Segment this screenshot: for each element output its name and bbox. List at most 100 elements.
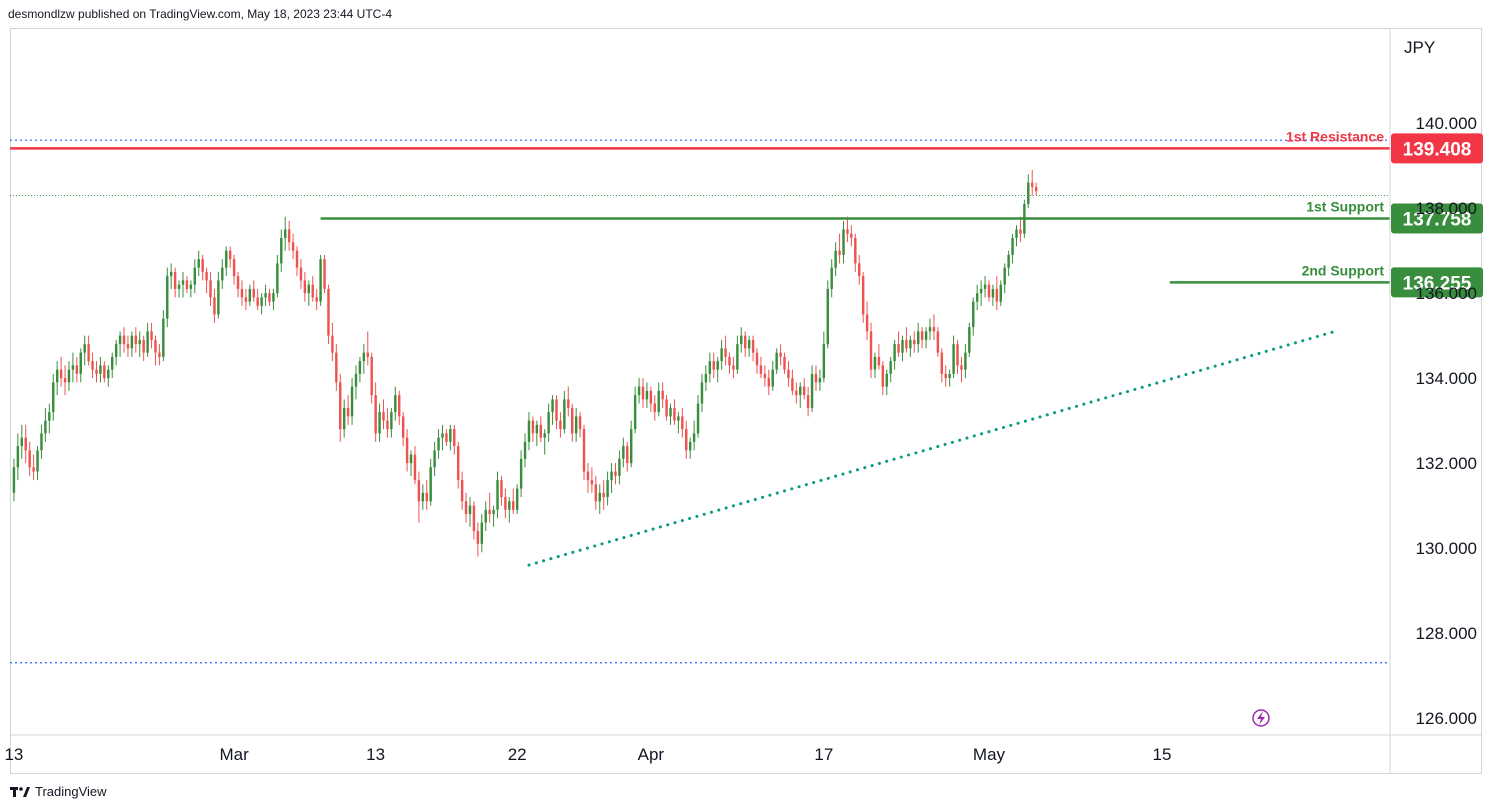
candle: [437, 429, 440, 459]
candle: [606, 471, 609, 506]
candle: [390, 407, 393, 438]
candle: [48, 403, 51, 434]
candle: [515, 484, 519, 515]
candle-body: [952, 344, 955, 374]
candle: [59, 356, 63, 387]
candle: [413, 446, 417, 485]
tradingview-logo-icon[interactable]: [10, 786, 30, 798]
candle: [248, 284, 252, 306]
price-axis: 126.000 128.000 130.000 132.000 134.000 136.0…: [1389, 29, 1477, 774]
candle-body: [496, 480, 499, 510]
level-price-label: 136.255: [1403, 273, 1472, 294]
candle: [991, 284, 995, 306]
candle-body: [185, 280, 189, 289]
candle: [492, 505, 495, 527]
candle: [429, 458, 432, 506]
candle-body: [456, 446, 460, 481]
candle-body: [1011, 237, 1014, 255]
candle-body: [732, 365, 735, 370]
candle-body: [877, 356, 881, 366]
footer: TradingView: [10, 784, 107, 799]
candle-body: [775, 352, 778, 370]
candle: [677, 412, 680, 434]
candle: [75, 356, 79, 383]
candle-body: [197, 259, 200, 268]
candle: [276, 254, 279, 298]
candle-body: [158, 352, 161, 357]
candle: [173, 267, 177, 298]
candle-body: [32, 467, 35, 472]
candle-body: [421, 492, 425, 502]
candle-body: [374, 395, 377, 434]
candle-body: [173, 271, 177, 289]
candle-body: [358, 361, 362, 374]
candle-body: [618, 458, 621, 476]
candle-body: [63, 378, 67, 383]
candle-body: [806, 395, 810, 408]
candle: [881, 361, 885, 396]
candle-body: [602, 492, 605, 498]
candle-body: [920, 331, 924, 340]
candle: [107, 365, 110, 387]
ascending-trendline: [527, 329, 1337, 567]
candle-body: [991, 288, 995, 298]
candle: [295, 246, 299, 277]
candle-body: [492, 509, 495, 515]
candle: [111, 352, 114, 379]
candle-body: [401, 416, 405, 438]
candle-body: [1019, 229, 1022, 234]
y-tick-label: 128.000: [1416, 624, 1477, 643]
candle-body: [75, 365, 79, 374]
candle: [401, 412, 405, 447]
candle-body: [508, 501, 511, 510]
candle-body: [563, 399, 566, 430]
candle: [775, 348, 778, 374]
candle-body: [854, 237, 857, 264]
candle: [716, 356, 719, 383]
candle: [16, 433, 20, 481]
candle: [323, 254, 326, 294]
y-tick-label: 140.000: [1416, 114, 1477, 133]
candle: [240, 280, 244, 306]
candle-body: [1031, 182, 1034, 187]
candle: [865, 301, 869, 340]
x-tick-label: 13: [4, 745, 23, 764]
horizontal-dotted-lines: [10, 139, 1390, 664]
candle-body: [928, 327, 932, 332]
candle-body: [28, 450, 31, 468]
candle: [79, 348, 82, 383]
candle: [791, 369, 794, 396]
candle-body: [177, 284, 181, 289]
candle: [433, 441, 436, 476]
candle: [799, 382, 802, 408]
candle: [633, 386, 637, 434]
candle: [460, 471, 464, 510]
candle-body: [791, 378, 794, 391]
candle: [236, 271, 240, 298]
candle-body: [865, 314, 869, 332]
candle: [126, 335, 130, 357]
candle: [256, 288, 259, 311]
candle: [264, 284, 267, 306]
candle: [696, 395, 700, 438]
candle-body: [225, 250, 228, 268]
candle: [339, 373, 342, 442]
candle-body: [126, 344, 130, 349]
candle: [299, 259, 303, 289]
candle: [20, 424, 24, 459]
candle-body: [146, 331, 149, 353]
candle: [708, 352, 712, 383]
candle-body: [712, 361, 715, 370]
candle-body: [138, 339, 141, 345]
candle: [118, 331, 122, 357]
candle: [877, 344, 881, 370]
candle-body: [299, 267, 303, 281]
candle-body: [759, 365, 763, 374]
candle: [960, 356, 963, 383]
candle-body: [743, 335, 747, 349]
publisher-line: desmondlzw published on TradingView.com,…: [8, 7, 392, 21]
candle-body: [79, 352, 82, 374]
candle: [398, 390, 401, 425]
chart-frame[interactable]: [10, 28, 1482, 774]
